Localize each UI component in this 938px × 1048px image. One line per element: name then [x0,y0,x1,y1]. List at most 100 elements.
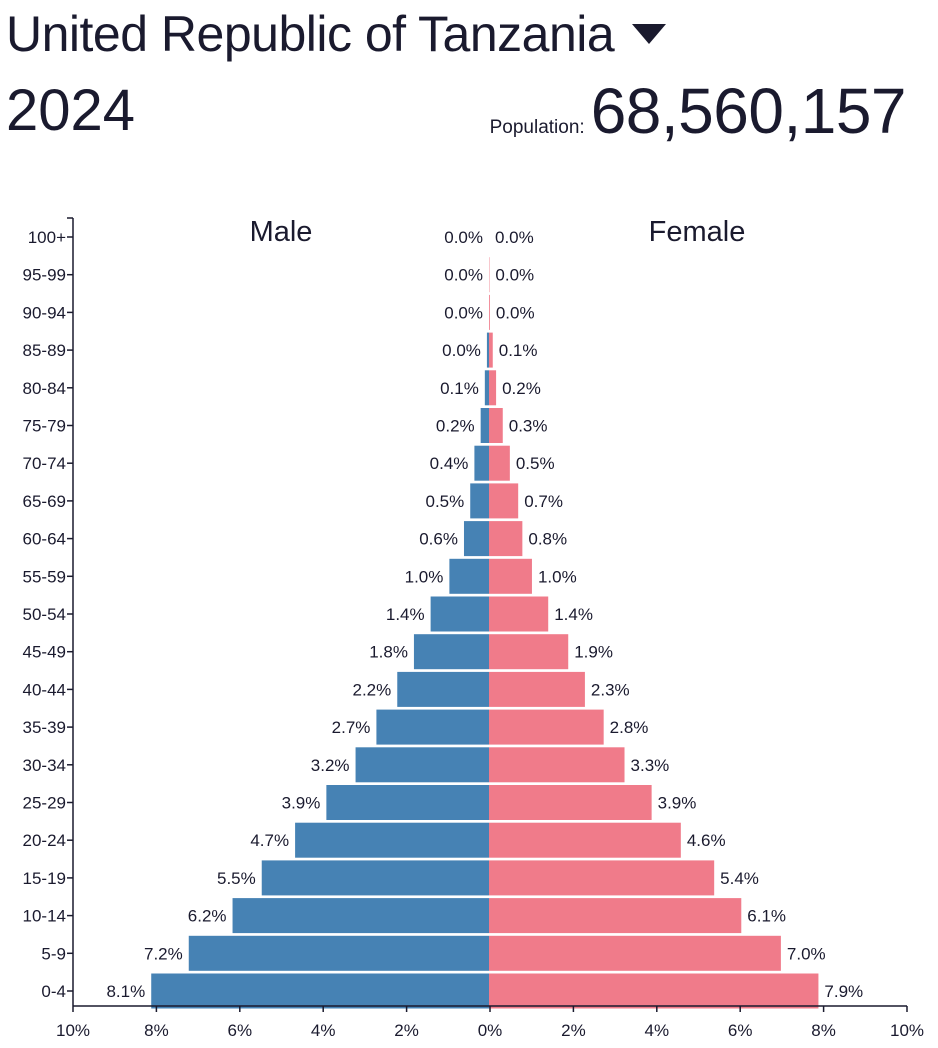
male-bar [151,973,490,1009]
x-tick-label: 6% [728,1021,753,1040]
female-value-label: 1.0% [538,567,577,586]
female-value-label: 0.7% [524,492,563,511]
age-group-label: 70-74 [23,454,66,473]
male-value-label: 0.0% [444,303,483,322]
male-value-label: 0.0% [444,228,483,247]
x-tick-label: 10% [890,1021,924,1040]
x-tick-label: 10% [56,1021,90,1040]
female-bar [489,332,493,368]
female-value-label: 1.4% [554,605,593,624]
age-group-label: 95-99 [23,266,66,285]
female-bar [489,483,519,519]
age-group-label: 45-49 [23,643,66,662]
age-group-label: 100+ [28,228,66,247]
age-group-label: 0-4 [41,982,66,1001]
age-group-label: 35-39 [23,718,66,737]
male-value-label: 8.1% [106,982,145,1001]
female-bar [489,935,781,971]
male-value-label: 2.2% [353,680,392,699]
x-tick-label: 4% [645,1021,670,1040]
x-tick-label: 6% [228,1021,253,1040]
age-group-label: 50-54 [23,605,66,624]
female-bar [489,747,625,783]
female-bar [489,370,497,406]
female-bar [489,671,585,707]
male-value-label: 0.4% [430,454,469,473]
male-bar [486,332,489,368]
age-group-label: 25-29 [23,794,66,813]
female-value-label: 3.9% [658,794,697,813]
population-display: Population: 68,560,157 [489,75,907,147]
female-bar [489,558,532,594]
population-value: 68,560,157 [590,75,907,147]
female-value-label: 0.0% [495,266,534,285]
age-group-label: 60-64 [23,530,66,549]
female-bar [489,634,569,670]
male-value-label: 0.5% [425,492,464,511]
male-value-label: 5.5% [217,869,256,888]
female-bar [489,445,510,481]
age-group-label: 15-19 [23,869,66,888]
x-tick-label: 2% [561,1021,586,1040]
male-value-label: 3.2% [311,756,350,775]
male-bar [188,935,489,971]
female-bar [489,521,523,557]
female-bar [489,898,742,934]
x-tick-label: 8% [811,1021,836,1040]
male-bar [397,671,489,707]
female-bar [489,294,490,330]
age-group-label: 55-59 [23,567,66,586]
female-value-label: 4.6% [687,831,726,850]
female-bar [489,860,715,896]
country-name: United Republic of Tanzania [6,6,615,62]
female-bar [489,785,652,820]
age-group-label: 65-69 [23,492,66,511]
female-bar [489,973,819,1009]
x-tick-label: 8% [144,1021,169,1040]
female-value-label: 0.5% [516,454,555,473]
male-value-label: 1.8% [369,643,408,662]
male-bar [295,822,489,858]
male-bar [261,860,489,896]
age-group-label: 5-9 [41,944,66,963]
age-group-label: 85-89 [23,341,66,360]
male-bar [376,709,489,745]
male-bar [232,898,490,934]
female-value-label: 5.4% [720,869,759,888]
male-bar [474,445,489,481]
age-group-label: 80-84 [23,379,66,398]
female-value-label: 1.9% [574,643,613,662]
age-group-label: 10-14 [23,907,66,926]
dropdown-caret-icon[interactable] [632,23,667,44]
male-value-label: 2.7% [332,718,371,737]
male-bar [413,634,489,670]
male-value-label: 0.6% [419,530,458,549]
male-value-label: 1.0% [405,567,444,586]
male-bar [470,483,489,519]
female-value-label: 7.0% [787,944,826,963]
age-group-label: 20-24 [23,831,66,850]
male-value-label: 4.7% [250,831,289,850]
female-value-label: 7.9% [824,982,863,1001]
female-value-label: 2.8% [610,718,649,737]
male-bar [480,408,489,443]
male-bar [463,521,489,557]
age-group-label: 40-44 [23,680,66,699]
male-bar [326,785,489,820]
country-selector[interactable]: United Republic of Tanzania [6,4,667,64]
female-value-label: 3.3% [631,756,670,775]
male-value-label: 1.4% [386,605,425,624]
female-value-label: 0.8% [528,530,567,549]
x-tick-label: 0% [478,1021,503,1040]
x-tick-label: 4% [311,1021,336,1040]
female-bar [489,596,549,632]
female-bar [489,709,604,745]
population-label: Population: [489,117,585,138]
age-group-label: 75-79 [23,417,66,436]
male-value-label: 0.1% [440,379,479,398]
age-group-label: 30-34 [23,756,66,775]
male-value-label: 3.9% [282,794,321,813]
male-value-label: 7.2% [144,944,183,963]
x-tick-label: 2% [394,1021,419,1040]
